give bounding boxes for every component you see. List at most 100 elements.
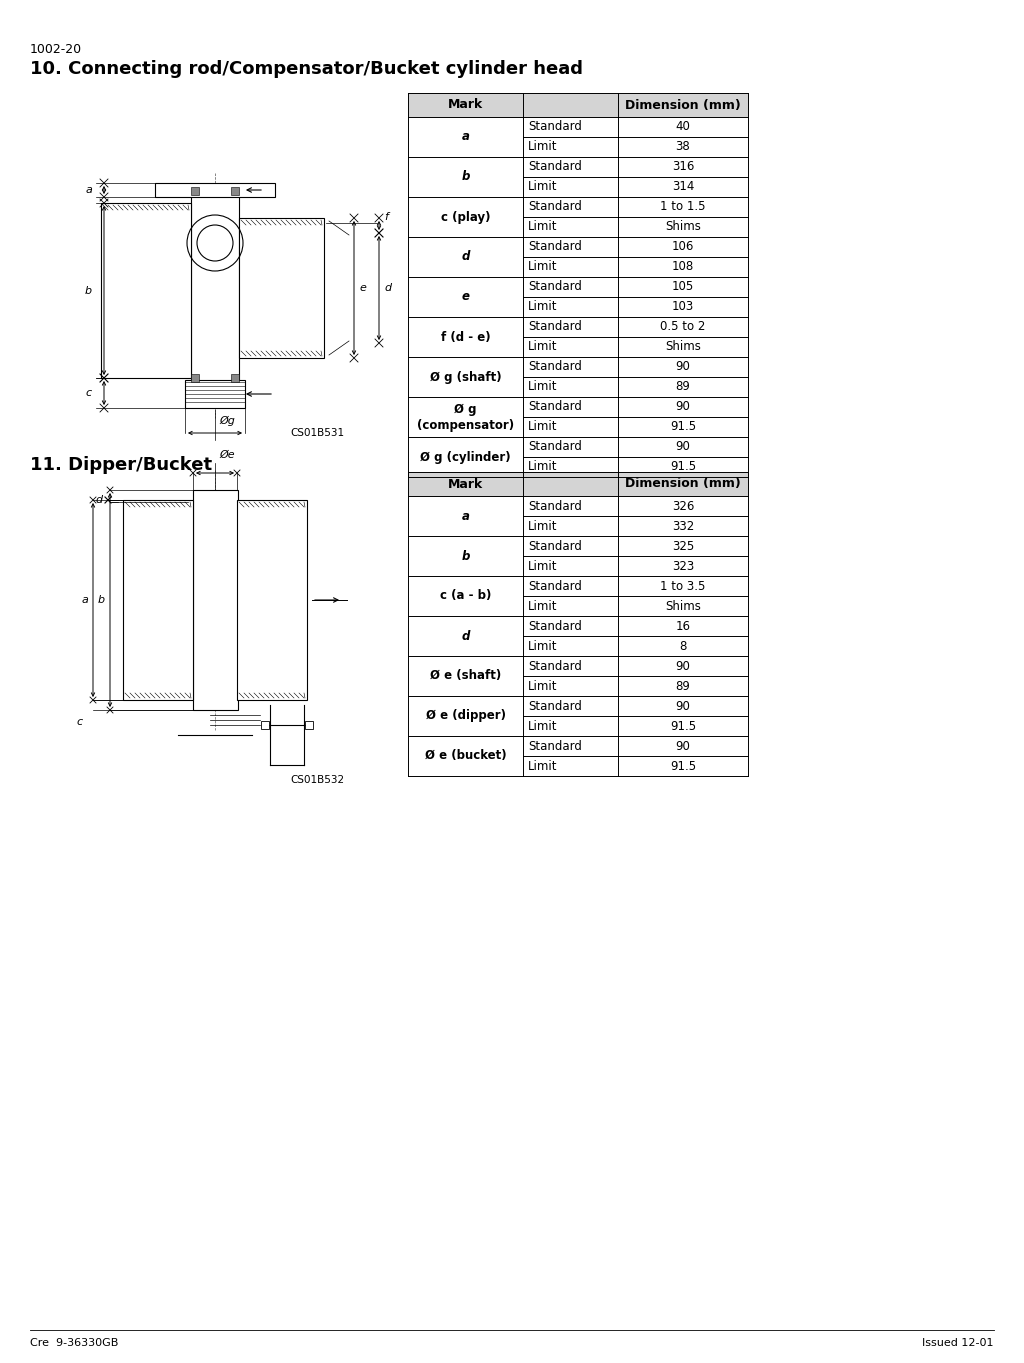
Text: 90: 90 — [676, 360, 690, 373]
Bar — [408, 357, 523, 397]
Text: Standard: Standard — [528, 200, 582, 214]
Bar — [408, 93, 523, 117]
Text: Standard: Standard — [528, 699, 582, 713]
Text: d: d — [384, 284, 391, 293]
Text: Standard: Standard — [528, 660, 582, 672]
Bar — [185, 380, 245, 408]
Text: 40: 40 — [676, 120, 690, 134]
Bar — [523, 258, 618, 277]
Text: 1 to 1.5: 1 to 1.5 — [660, 200, 706, 214]
Bar — [523, 337, 618, 357]
Text: 326: 326 — [672, 499, 694, 512]
Bar — [101, 203, 191, 378]
Bar — [618, 457, 748, 477]
Text: Øg: Øg — [219, 416, 234, 427]
Text: 38: 38 — [676, 140, 690, 154]
Text: Ø g (cylinder): Ø g (cylinder) — [420, 451, 511, 463]
Bar — [618, 318, 748, 337]
Text: Limit: Limit — [528, 221, 557, 233]
Bar — [523, 417, 618, 438]
Text: Limit: Limit — [528, 720, 557, 732]
Text: Standard: Standard — [528, 320, 582, 334]
Text: 1 to 3.5: 1 to 3.5 — [660, 579, 706, 593]
Text: c (play): c (play) — [440, 210, 490, 224]
Bar — [523, 357, 618, 378]
Bar — [618, 357, 748, 378]
Text: Limit: Limit — [528, 639, 557, 653]
Text: 89: 89 — [676, 380, 690, 394]
Bar — [523, 177, 618, 198]
Text: 314: 314 — [672, 180, 694, 194]
Text: Ø g
(compensator): Ø g (compensator) — [417, 402, 514, 432]
Bar — [523, 318, 618, 337]
Bar — [191, 188, 239, 388]
Bar — [618, 177, 748, 198]
Bar — [618, 556, 748, 577]
Text: Limit: Limit — [528, 680, 557, 692]
Bar — [408, 438, 523, 477]
Text: Ø e (bucket): Ø e (bucket) — [425, 750, 506, 762]
Text: Standard: Standard — [528, 281, 582, 293]
Bar — [618, 496, 748, 517]
Text: c: c — [86, 388, 92, 398]
Text: Limit: Limit — [528, 600, 557, 612]
Text: Limit: Limit — [528, 421, 557, 433]
Bar — [618, 736, 748, 756]
Text: Ø e (dipper): Ø e (dipper) — [426, 710, 506, 722]
Text: Standard: Standard — [528, 161, 582, 173]
Bar — [523, 736, 618, 756]
Bar — [523, 517, 618, 536]
Text: CS01B531: CS01B531 — [290, 428, 344, 438]
Text: Shims: Shims — [665, 221, 701, 233]
Text: Limit: Limit — [528, 260, 557, 274]
Text: Standard: Standard — [528, 620, 582, 632]
Bar — [618, 637, 748, 656]
Bar — [618, 378, 748, 397]
Text: Standard: Standard — [528, 240, 582, 254]
Text: Standard: Standard — [528, 440, 582, 454]
Bar — [523, 117, 618, 138]
Bar — [618, 138, 748, 157]
Bar — [231, 187, 239, 195]
Text: Shims: Shims — [665, 600, 701, 612]
Bar — [408, 397, 523, 438]
Text: 90: 90 — [676, 740, 690, 752]
Text: c: c — [77, 717, 83, 726]
Bar — [237, 500, 307, 701]
Text: f: f — [384, 213, 388, 222]
Bar — [408, 318, 523, 357]
Text: Dimension (mm): Dimension (mm) — [625, 477, 741, 491]
Bar — [523, 716, 618, 736]
Bar — [523, 157, 618, 177]
Bar — [523, 637, 618, 656]
Bar — [618, 277, 748, 297]
Text: Shims: Shims — [665, 341, 701, 353]
Text: 91.5: 91.5 — [670, 759, 696, 773]
Text: Standard: Standard — [528, 540, 582, 552]
Text: 90: 90 — [676, 699, 690, 713]
Text: 16: 16 — [676, 620, 690, 632]
Text: a: a — [81, 596, 88, 605]
Bar — [618, 93, 748, 117]
Bar — [523, 472, 618, 496]
Bar — [523, 577, 618, 596]
Bar — [261, 721, 269, 729]
Bar — [618, 117, 748, 138]
Bar — [618, 157, 748, 177]
Text: e: e — [359, 284, 366, 293]
Bar — [523, 496, 618, 517]
Bar — [618, 438, 748, 457]
Text: Cre  9-36330GB: Cre 9-36330GB — [30, 1338, 119, 1348]
Bar — [523, 457, 618, 477]
Text: 90: 90 — [676, 440, 690, 454]
Bar — [155, 183, 275, 198]
Text: 108: 108 — [672, 260, 694, 274]
Bar — [618, 616, 748, 637]
Text: f (d - e): f (d - e) — [440, 330, 490, 343]
Text: Limit: Limit — [528, 461, 557, 473]
Text: Mark: Mark — [447, 477, 483, 491]
Bar — [408, 277, 523, 318]
Bar — [523, 676, 618, 696]
Bar — [618, 297, 748, 318]
Bar — [408, 577, 523, 616]
